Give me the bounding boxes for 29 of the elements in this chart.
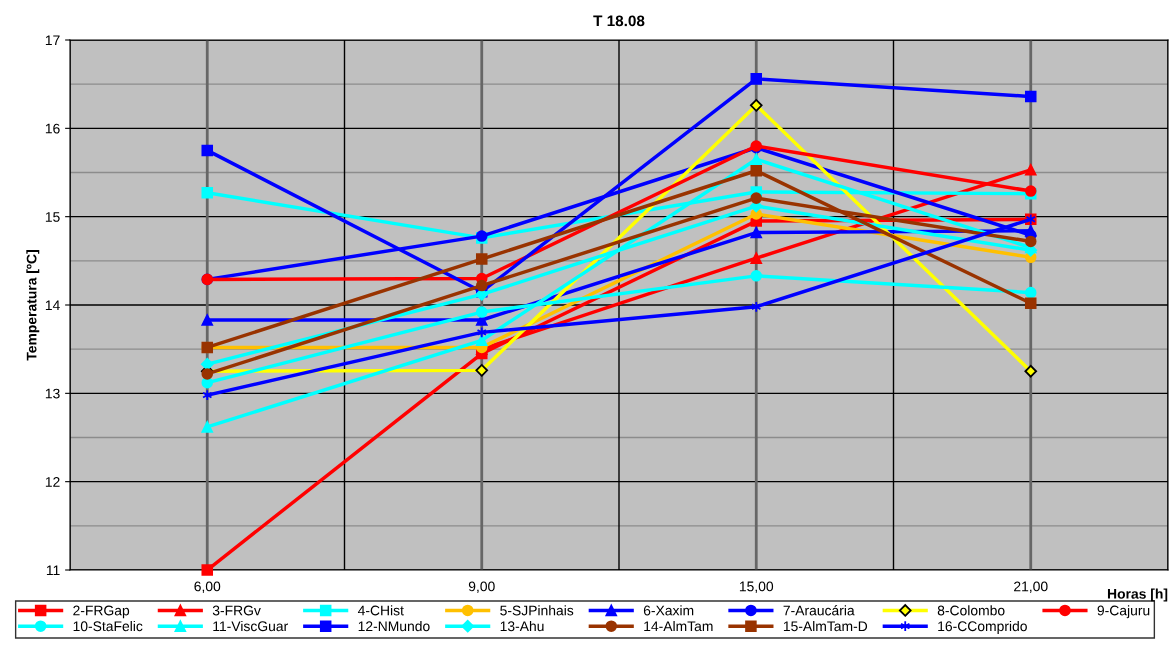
y-axis-title: Temperatura [ºC] bbox=[26, 250, 40, 361]
legend-label: 12-NMundo bbox=[358, 620, 430, 632]
legend-label: 14-AlmTam bbox=[644, 620, 713, 632]
legend-label: 2-FRGap bbox=[73, 605, 130, 619]
x-tick-label: 15,00 bbox=[739, 581, 774, 593]
legend-label: 4-CHist bbox=[357, 605, 404, 616]
legend-label: 7-Araucária bbox=[783, 605, 855, 616]
x-tick-label: 21,00 bbox=[1014, 581, 1048, 593]
y-tick-label: 14 bbox=[45, 300, 60, 311]
x-axis-title: Horas [h] bbox=[1107, 588, 1168, 602]
legend-label: 3-FRGv bbox=[212, 605, 261, 616]
legend-label: 15-AlmTam-D bbox=[783, 620, 868, 632]
chart-title: T 18.08 bbox=[593, 15, 645, 27]
y-tick-label: 16 bbox=[45, 123, 60, 134]
y-tick-label: 15 bbox=[45, 212, 60, 222]
x-tick-label: 6,00 bbox=[194, 581, 221, 593]
legend-label: 11-ViscGuar bbox=[213, 620, 288, 632]
legend-label: 5-SJPinhais bbox=[500, 605, 574, 616]
x-tick-label: 9,00 bbox=[468, 581, 495, 593]
y-tick-label: 13 bbox=[45, 388, 60, 399]
legend-label: 13-Ahu bbox=[500, 620, 544, 632]
y-tick-label: 11 bbox=[46, 565, 60, 576]
legend-label: 9-Cajuru bbox=[1097, 605, 1150, 619]
legend-label: 6-Xaxim bbox=[643, 605, 694, 616]
legend-label: 8-Colombo bbox=[937, 605, 1005, 616]
legend-label: 10-StaFelic bbox=[73, 620, 143, 632]
y-tick-label: 12 bbox=[45, 477, 60, 487]
y-tick-label: 17 bbox=[45, 35, 60, 46]
legend-label: 16-CComprido bbox=[938, 620, 1027, 634]
